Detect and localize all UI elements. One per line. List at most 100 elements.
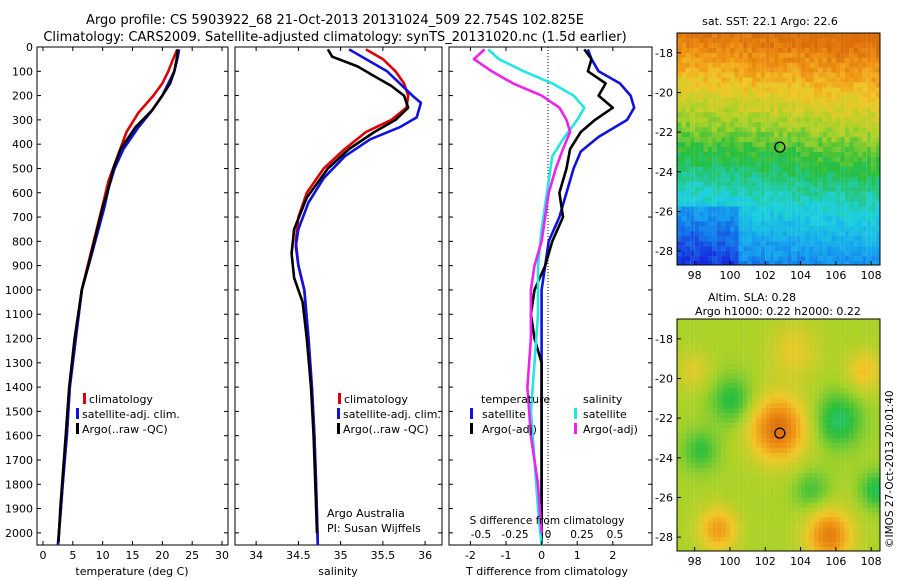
sla-cell: [716, 472, 722, 478]
sst-cell: [818, 236, 823, 242]
sst-cell: [805, 82, 810, 88]
sst-cell: [756, 171, 761, 177]
sla-cell: [721, 403, 726, 409]
sla-cell: [840, 438, 845, 444]
sst-cell: [734, 112, 739, 118]
sst-cell: [840, 161, 845, 168]
sla-cell: [694, 368, 700, 374]
sst-cell: [699, 127, 704, 133]
sla-cell: [796, 487, 801, 493]
sst-cell: [822, 137, 828, 143]
sst-cell: [791, 127, 797, 133]
sla-cell: [703, 378, 708, 384]
sla-cell: [822, 532, 828, 538]
sla-cell: [685, 482, 691, 488]
sst-cell: [805, 97, 810, 103]
sla-cell: [690, 418, 695, 424]
sla-cell: [703, 319, 708, 325]
sst-cell: [738, 211, 744, 217]
sla-cell: [805, 462, 810, 468]
sst-cell: [831, 241, 836, 247]
sst-cell: [782, 67, 788, 73]
legend-swatch: [470, 408, 473, 419]
sst-cell: [760, 246, 766, 252]
sla-cell: [699, 492, 704, 498]
sla-cell: [747, 537, 753, 543]
sla-cell: [831, 413, 836, 419]
sla-cell: [699, 378, 704, 384]
sst-cell: [853, 211, 858, 217]
sla-cell: [716, 428, 722, 434]
sla-cell: [747, 522, 753, 528]
sla-cell: [677, 328, 682, 335]
x-tick-label: 34: [249, 549, 263, 562]
sst-cell: [778, 236, 783, 242]
sst-cell: [769, 87, 775, 93]
sst-cell: [716, 236, 722, 242]
sst-cell: [822, 107, 828, 113]
sst-cell: [831, 47, 836, 54]
sst-cell: [791, 226, 797, 232]
sla-cell: [831, 324, 836, 330]
sla-cell: [809, 497, 814, 503]
sla-cell: [805, 472, 810, 478]
sst-cell: [827, 226, 832, 232]
sst-cell: [681, 92, 686, 98]
sla-cell: [769, 433, 775, 439]
sla-cell: [685, 348, 691, 354]
sla-cell: [787, 348, 792, 354]
sla-cell: [765, 363, 770, 369]
sst-cell: [756, 107, 761, 113]
sst-cell: [681, 62, 686, 68]
sst-cell: [747, 256, 753, 262]
sla-cell: [699, 423, 704, 429]
sst-cell: [871, 161, 876, 168]
sst-cell: [871, 67, 876, 73]
sla-cell: [831, 438, 836, 444]
sla-cell: [699, 472, 704, 478]
sla-cell: [787, 517, 792, 523]
sst-cell: [857, 211, 863, 217]
sla-cell: [685, 487, 691, 493]
sst-cell: [734, 156, 739, 163]
sla-cell: [871, 442, 876, 449]
sst-cell: [862, 191, 867, 197]
sla-cell: [844, 363, 850, 369]
sla-cell: [813, 378, 819, 384]
sla-cell: [734, 433, 739, 439]
sla-cell: [809, 368, 814, 374]
sst-cell: [760, 92, 766, 98]
sla-cell: [769, 348, 775, 354]
sst-cell: [831, 152, 836, 158]
sst-cell: [849, 67, 854, 73]
sla-cell: [866, 522, 872, 528]
sst-cell: [800, 72, 806, 78]
sla-cell: [677, 537, 682, 543]
sla-cell: [840, 388, 845, 394]
sla-cell: [760, 328, 766, 335]
sla-cell: [875, 378, 880, 384]
sla-cell: [760, 507, 766, 513]
sst-cell: [800, 256, 806, 262]
sst-cell: [716, 161, 722, 168]
sla-cell: [756, 462, 761, 468]
sla-cell: [774, 328, 779, 335]
sla-cell: [752, 413, 757, 419]
sst-cell: [769, 142, 775, 148]
sla-cell: [822, 338, 828, 344]
sla-cell: [760, 512, 766, 518]
sst-cell: [849, 77, 854, 83]
sst-cell: [774, 186, 779, 192]
sst-cell: [791, 161, 797, 168]
sla-cell: [835, 512, 841, 518]
sst-cell: [707, 161, 713, 168]
sla-cell: [853, 542, 858, 548]
sla-cell: [774, 338, 779, 344]
sla-cell: [844, 532, 850, 538]
sst-cell: [747, 161, 753, 168]
sst-cell: [694, 97, 700, 103]
sst-cell: [730, 256, 735, 262]
sst-cell: [677, 33, 682, 39]
sst-cell: [725, 211, 730, 217]
sla-cell: [712, 408, 717, 414]
